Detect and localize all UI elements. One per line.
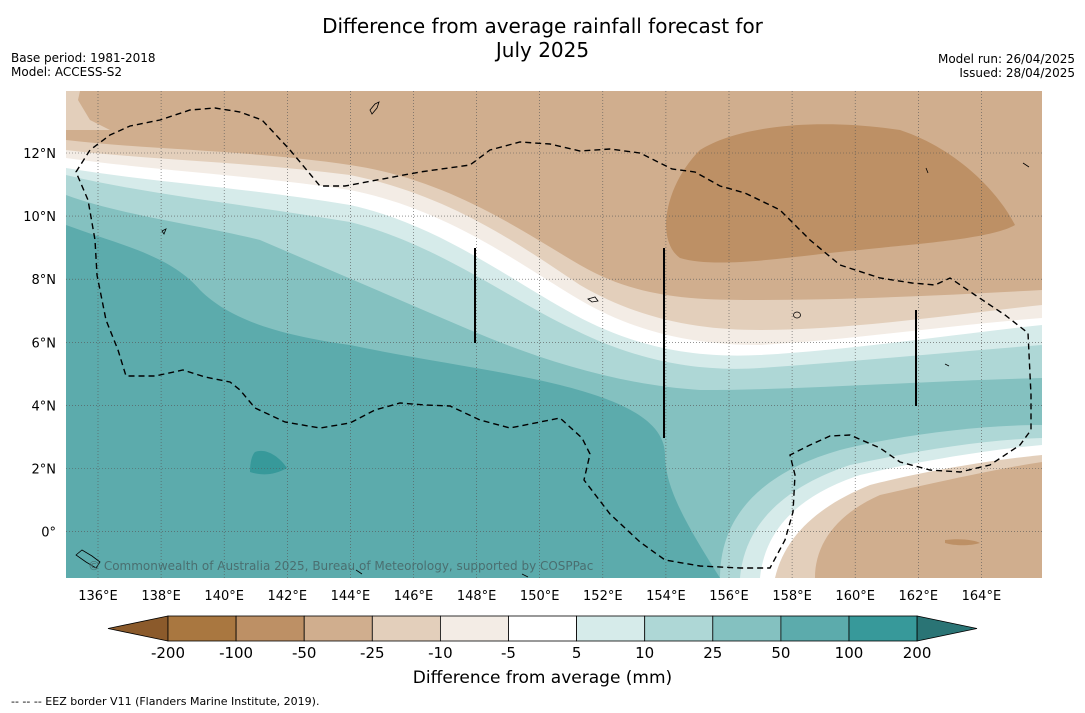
eez-legend: -- -- -- EEZ border V11 (Flanders Marine… <box>11 695 320 708</box>
x-axis-labels: 136°E 138°E 140°E 142°E 144°E 146°E 148°E 150°E… <box>78 589 1001 604</box>
colorbar-tick-label: 25 <box>703 644 722 662</box>
colorbar-segment <box>780 615 850 642</box>
y-axis-labels: 12°N 10°N 8°N 6°N 4°N 2°N 0° <box>23 147 56 541</box>
colorbar-tick-label: -100 <box>219 644 253 662</box>
colorbar <box>107 615 978 642</box>
island-outlines <box>75 101 1030 578</box>
colorbar-tick-label: -5 <box>501 644 516 662</box>
colorbar-tick-label: 5 <box>572 644 582 662</box>
colorbar-segment <box>644 615 714 642</box>
colorbar-segment <box>371 615 441 642</box>
colorbar-tick-label: -10 <box>428 644 453 662</box>
title-line-2: July 2025 <box>495 38 590 62</box>
title-line-1: Difference from average rainfall forecas… <box>322 14 763 38</box>
colorbar-segment <box>712 615 782 642</box>
model-name: Model: ACCESS-S2 <box>11 65 123 79</box>
x-tick-label: 152°E <box>583 589 623 604</box>
y-tick-label: 0° <box>41 526 56 541</box>
colorbar-title: Difference from average (mm) <box>412 668 673 688</box>
x-tick-label: 148°E <box>457 589 497 604</box>
map-fill-layer <box>66 91 1042 578</box>
x-tick-label: 138°E <box>141 589 181 604</box>
x-tick-label: 162°E <box>899 589 939 604</box>
x-tick-label: 160°E <box>835 589 875 604</box>
x-tick-label: 154°E <box>646 589 686 604</box>
band-pos100-patch <box>250 450 287 475</box>
colorbar-tick-label: 100 <box>835 644 864 662</box>
y-tick-label: 8°N <box>32 273 57 288</box>
y-tick-label: 4°N <box>32 399 57 414</box>
band-se-neg100-patch <box>945 539 980 546</box>
colorbar-segment <box>576 615 646 642</box>
colorbar-tick-label: -200 <box>151 644 185 662</box>
y-tick-label: 2°N <box>32 463 57 478</box>
y-tick-label: 10°N <box>23 210 56 225</box>
band-se-neg50 <box>815 462 1042 578</box>
colorbar-tick-label: 50 <box>771 644 790 662</box>
colorbar-segment <box>508 615 577 642</box>
x-tick-label: 146°E <box>394 589 434 604</box>
colorbar-segment <box>848 615 918 642</box>
colorbar-over-arrow <box>916 615 978 642</box>
x-tick-label: 140°E <box>204 589 244 604</box>
x-tick-label: 142°E <box>268 589 308 604</box>
band-neg25-nw <box>66 91 110 130</box>
x-tick-label: 158°E <box>772 589 812 604</box>
colorbar-segment <box>439 615 509 642</box>
model-run: Model run: 26/04/2025 <box>937 52 1075 66</box>
colorbar-under-arrow <box>107 615 169 642</box>
issued-date: Issued: 28/04/2025 <box>959 66 1075 80</box>
colorbar-tick-label: 200 <box>903 644 932 662</box>
colorbar-tick-label: 10 <box>635 644 654 662</box>
y-tick-label: 12°N <box>23 147 56 162</box>
model-info: Base period: 1981-2018 Model: ACCESS-S2 <box>11 51 156 79</box>
x-tick-label: 136°E <box>78 589 118 604</box>
band-pos50 <box>66 225 720 578</box>
copyright-text: © Commonwealth of Australia 2025, Bureau… <box>88 559 593 573</box>
eez-border <box>75 107 1032 569</box>
colorbar-segment <box>167 615 237 642</box>
colorbar-tick-label: -50 <box>292 644 317 662</box>
x-tick-label: 144°E <box>331 589 371 604</box>
page-title: Difference from average rainfall forecas… <box>0 14 1085 62</box>
x-tick-label: 164°E <box>962 589 1002 604</box>
x-tick-label: 150°E <box>520 589 560 604</box>
colorbar-tick-label: -25 <box>360 644 385 662</box>
gridlines <box>66 91 1042 578</box>
base-period: Base period: 1981-2018 <box>11 51 156 65</box>
colorbar-segment <box>235 615 305 642</box>
colorbar-tick-labels: -200 -100 -50 -25 -10 -5 5 10 25 50 100 200 <box>151 644 931 662</box>
x-tick-label: 156°E <box>709 589 749 604</box>
colorbar-segment <box>303 615 373 642</box>
run-info: Model run: 26/04/2025 Issued: 28/04/2025 <box>938 52 1075 80</box>
band-neg100-north <box>666 124 1015 263</box>
y-tick-label: 6°N <box>32 336 57 351</box>
